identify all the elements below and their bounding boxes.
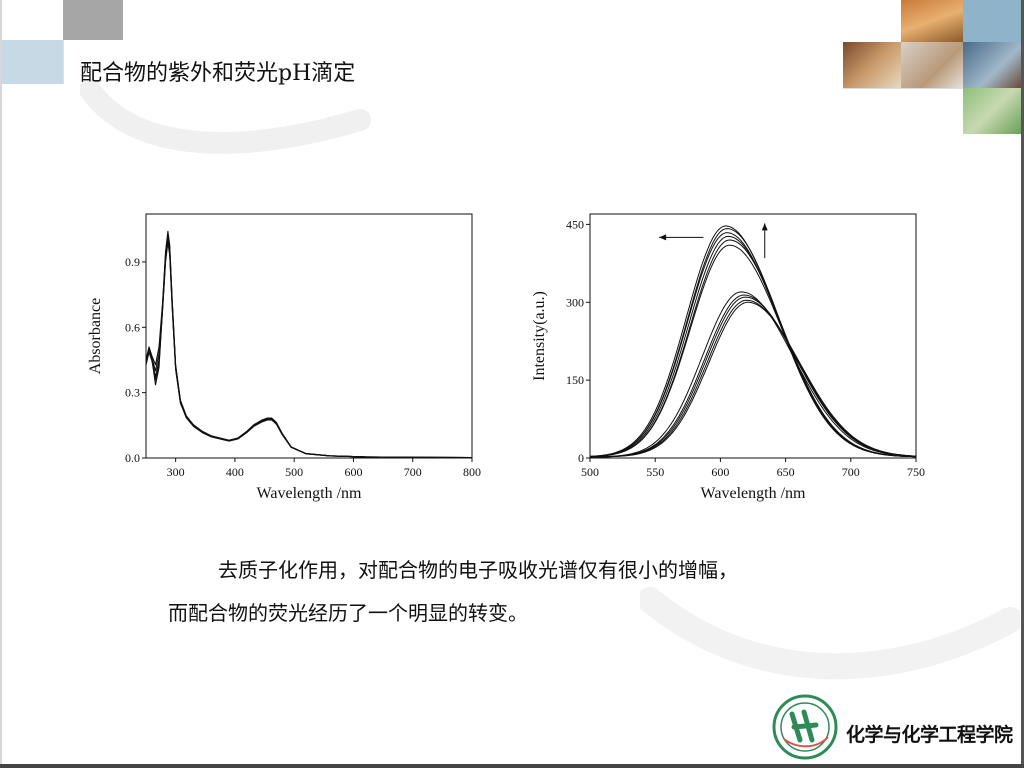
abs-y-tick-label: 0.9 [125,255,140,269]
deco-square-pale [63,40,64,84]
deco-swoosh-bottom [640,587,1020,680]
arrow-up-icon [761,223,768,231]
fluorescence-series-line [590,296,917,458]
abs-plot-frame [145,213,473,459]
deco-square-gray [63,0,123,40]
abs-x-axis-label: Wavelength /nm [257,485,362,502]
absorbance-chart: 300 400 500 600 700 800 0.0 0.3 0.6 0.9 Wavelength… [87,213,481,502]
caption-line-2: 而配合物的荧光经历了一个明显的转变。 [168,601,528,625]
abs-y-tick-label: 0.6 [125,320,140,334]
absorbance-series-line [145,241,473,459]
fl-x-tick-label: 750 [907,465,925,479]
abs-x-tick-label: 800 [463,465,481,479]
deco-photo-tile [963,0,1021,42]
abs-y-tick-label: 0.0 [125,451,140,465]
fluorescence-series-line [589,244,917,458]
abs-x-tick-label: 600 [344,465,362,479]
deco-square-light [0,40,63,84]
fluorescence-series-line [589,235,916,458]
fl-y-tick-label: 300 [566,295,584,309]
absorbance-series-line [145,235,473,459]
fluorescence-series-line [589,291,917,458]
fluorescence-series-line [589,228,916,458]
fluorescence-series-line [590,301,917,458]
caption-line-1: 去质子化作用，对配合物的电子吸收光谱仅有很小的增幅， [218,558,738,582]
abs-y-axis-label: Absorbance [87,298,104,374]
absorbance-series-line [145,239,473,459]
fl-x-tick-label: 650 [777,465,795,479]
absorbance-series-line [145,230,473,459]
deco-photo-tile [843,42,901,88]
slide-edge-right [1021,0,1024,768]
abs-x-tick-label: 300 [167,465,185,479]
absorbance-series-line [145,237,473,459]
fluorescence-series-line [590,299,917,458]
fl-y-tick-label: 150 [566,373,584,387]
fl-x-tick-label: 700 [842,465,860,479]
fl-x-tick-label: 550 [646,465,664,479]
fluorescence-series-line [590,294,917,458]
slide-edge-left [0,0,2,768]
fl-y-axis-label: Intensity(a.u.) [531,291,548,381]
abs-x-tick-label: 400 [226,465,244,479]
school-name: 化学与化学工程学院 [846,724,1013,746]
deco-photo-tile [901,0,963,42]
fl-x-tick-label: 500 [581,465,599,479]
deco-photo-tile [901,42,963,88]
fluorescence-series-line [589,239,917,458]
arrow-left-icon [659,234,667,241]
abs-y-tick-label: 0.3 [125,386,140,400]
fl-y-tick-label: 450 [566,217,584,231]
deco-photo-tile [843,88,963,89]
abs-x-tick-label: 500 [285,465,303,479]
slide-title: 配合物的紫外和荧光pH滴定 [80,61,356,86]
deco-photo-tile [963,88,1021,134]
abs-x-tick-label: 700 [404,465,422,479]
fl-x-axis-label: Wavelength /nm [701,485,806,502]
absorbance-series-line [145,233,473,459]
fl-plot-frame [589,213,917,459]
deco-swoosh-top [80,79,371,154]
fluorescence-chart: 500 550 600 650 700 750 0 150 300 450 Wavelength /… [531,213,925,502]
slide-edge-bottom [0,764,1024,768]
deco-photo-tile [963,42,1021,88]
fl-y-tick-label: 0 [578,451,584,465]
fl-x-tick-label: 600 [711,465,729,479]
school-logo-icon [772,694,838,760]
